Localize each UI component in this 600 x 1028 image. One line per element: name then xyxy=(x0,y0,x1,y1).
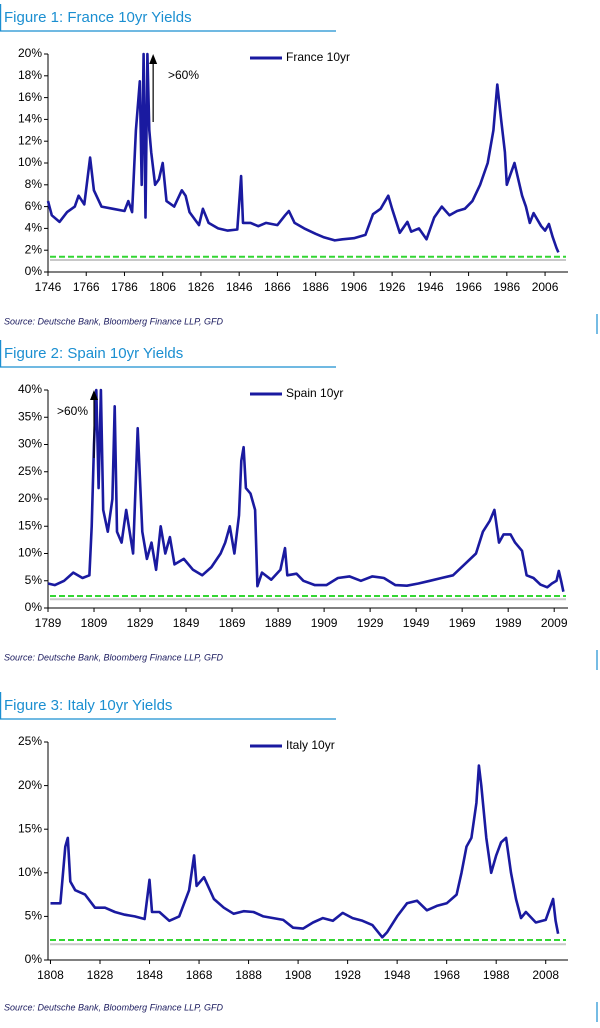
y-tick-label: 30% xyxy=(18,437,42,451)
x-tick-label: 1786 xyxy=(111,280,138,294)
series-line xyxy=(47,388,565,592)
x-tick-label: 1866 xyxy=(264,280,291,294)
x-tick-label: 1829 xyxy=(127,616,154,630)
series-line xyxy=(46,52,560,253)
x-tick-label: 1968 xyxy=(433,968,460,982)
y-tick-label: 0% xyxy=(25,952,43,966)
annotation: >60% xyxy=(57,404,88,418)
x-tick-label: 2006 xyxy=(532,280,559,294)
chart-title: Figure 2: Spain 10yr Yields xyxy=(4,345,183,362)
y-tick-label: 20% xyxy=(18,491,42,505)
chart-title: Figure 3: Italy 10yr Yields xyxy=(4,697,172,714)
x-tick-label: 2009 xyxy=(541,616,568,630)
y-tick-label: 0% xyxy=(25,600,43,614)
y-tick-label: 35% xyxy=(18,409,42,423)
series-line xyxy=(50,764,560,939)
x-tick-label: 1988 xyxy=(483,968,510,982)
y-tick-label: 14% xyxy=(18,112,42,126)
x-tick-label: 1746 xyxy=(35,280,62,294)
x-tick-label: 1888 xyxy=(235,968,262,982)
x-tick-label: 1889 xyxy=(265,616,292,630)
annotation: >60% xyxy=(168,68,199,82)
x-tick-label: 1928 xyxy=(334,968,361,982)
x-tick-label: 1946 xyxy=(417,280,444,294)
y-tick-label: 2% xyxy=(25,242,43,256)
legend-label: Italy 10yr xyxy=(286,738,335,752)
y-tick-label: 10% xyxy=(18,155,42,169)
y-tick-label: 6% xyxy=(25,199,43,213)
y-tick-label: 20% xyxy=(18,46,42,60)
y-tick-label: 4% xyxy=(25,221,43,235)
y-tick-label: 18% xyxy=(18,68,42,82)
y-tick-label: 8% xyxy=(25,177,43,191)
x-tick-label: 1809 xyxy=(81,616,108,630)
x-tick-label: 1789 xyxy=(35,616,62,630)
chart-panel: Figure 2: Spain 10yr Yields 0% 5% 10% 15% 20%… xyxy=(0,340,598,670)
x-tick-label: 1929 xyxy=(357,616,384,630)
x-tick-label: 1886 xyxy=(302,280,329,294)
chart-panel: Figure 1: France 10yr Yields 0% 2% 4% 6% 8% 10… xyxy=(0,4,598,334)
x-tick-label: 1846 xyxy=(226,280,253,294)
x-tick-label: 1908 xyxy=(285,968,312,982)
x-tick-label: 1906 xyxy=(341,280,368,294)
x-tick-label: 1868 xyxy=(186,968,213,982)
x-tick-label: 1826 xyxy=(188,280,215,294)
x-tick-label: 1989 xyxy=(495,616,522,630)
x-tick-label: 1806 xyxy=(149,280,176,294)
legend-label: France 10yr xyxy=(286,50,350,64)
annotation-arrowhead xyxy=(90,390,99,400)
x-tick-label: 1926 xyxy=(379,280,406,294)
x-tick-label: 1909 xyxy=(311,616,338,630)
y-tick-label: 5% xyxy=(25,909,43,923)
x-tick-label: 1808 xyxy=(37,968,64,982)
x-tick-label: 1869 xyxy=(219,616,246,630)
annotation-arrowhead xyxy=(149,54,158,64)
chart-title: Figure 1: France 10yr Yields xyxy=(4,9,192,26)
x-tick-label: 1849 xyxy=(173,616,200,630)
x-tick-label: 1949 xyxy=(403,616,430,630)
x-tick-label: 1969 xyxy=(449,616,476,630)
y-tick-label: 20% xyxy=(18,778,42,792)
y-tick-label: 40% xyxy=(18,382,42,396)
x-tick-label: 1948 xyxy=(384,968,411,982)
y-tick-label: 25% xyxy=(18,464,42,478)
chart-panel: Figure 3: Italy 10yr Yields 0% 5% 10% 15% 20%… xyxy=(0,692,598,1022)
legend-label: Spain 10yr xyxy=(286,386,343,400)
source-note: Source: Deutsche Bank, Bloomberg Finance… xyxy=(4,1002,223,1012)
x-tick-label: 1986 xyxy=(493,280,520,294)
y-tick-label: 16% xyxy=(18,90,42,104)
x-tick-label: 1848 xyxy=(136,968,163,982)
x-tick-label: 1766 xyxy=(73,280,100,294)
y-tick-label: 0% xyxy=(25,264,43,278)
x-tick-label: 2008 xyxy=(532,968,559,982)
y-tick-label: 15% xyxy=(18,518,42,532)
y-tick-label: 15% xyxy=(18,821,42,835)
x-tick-label: 1966 xyxy=(455,280,482,294)
source-note: Source: Deutsche Bank, Bloomberg Finance… xyxy=(4,316,223,326)
y-tick-label: 10% xyxy=(18,865,42,879)
y-tick-label: 10% xyxy=(18,546,42,560)
y-tick-label: 12% xyxy=(18,133,42,147)
y-tick-label: 25% xyxy=(18,734,42,748)
y-tick-label: 5% xyxy=(25,573,43,587)
x-tick-label: 1828 xyxy=(87,968,114,982)
source-note: Source: Deutsche Bank, Bloomberg Finance… xyxy=(4,652,223,662)
